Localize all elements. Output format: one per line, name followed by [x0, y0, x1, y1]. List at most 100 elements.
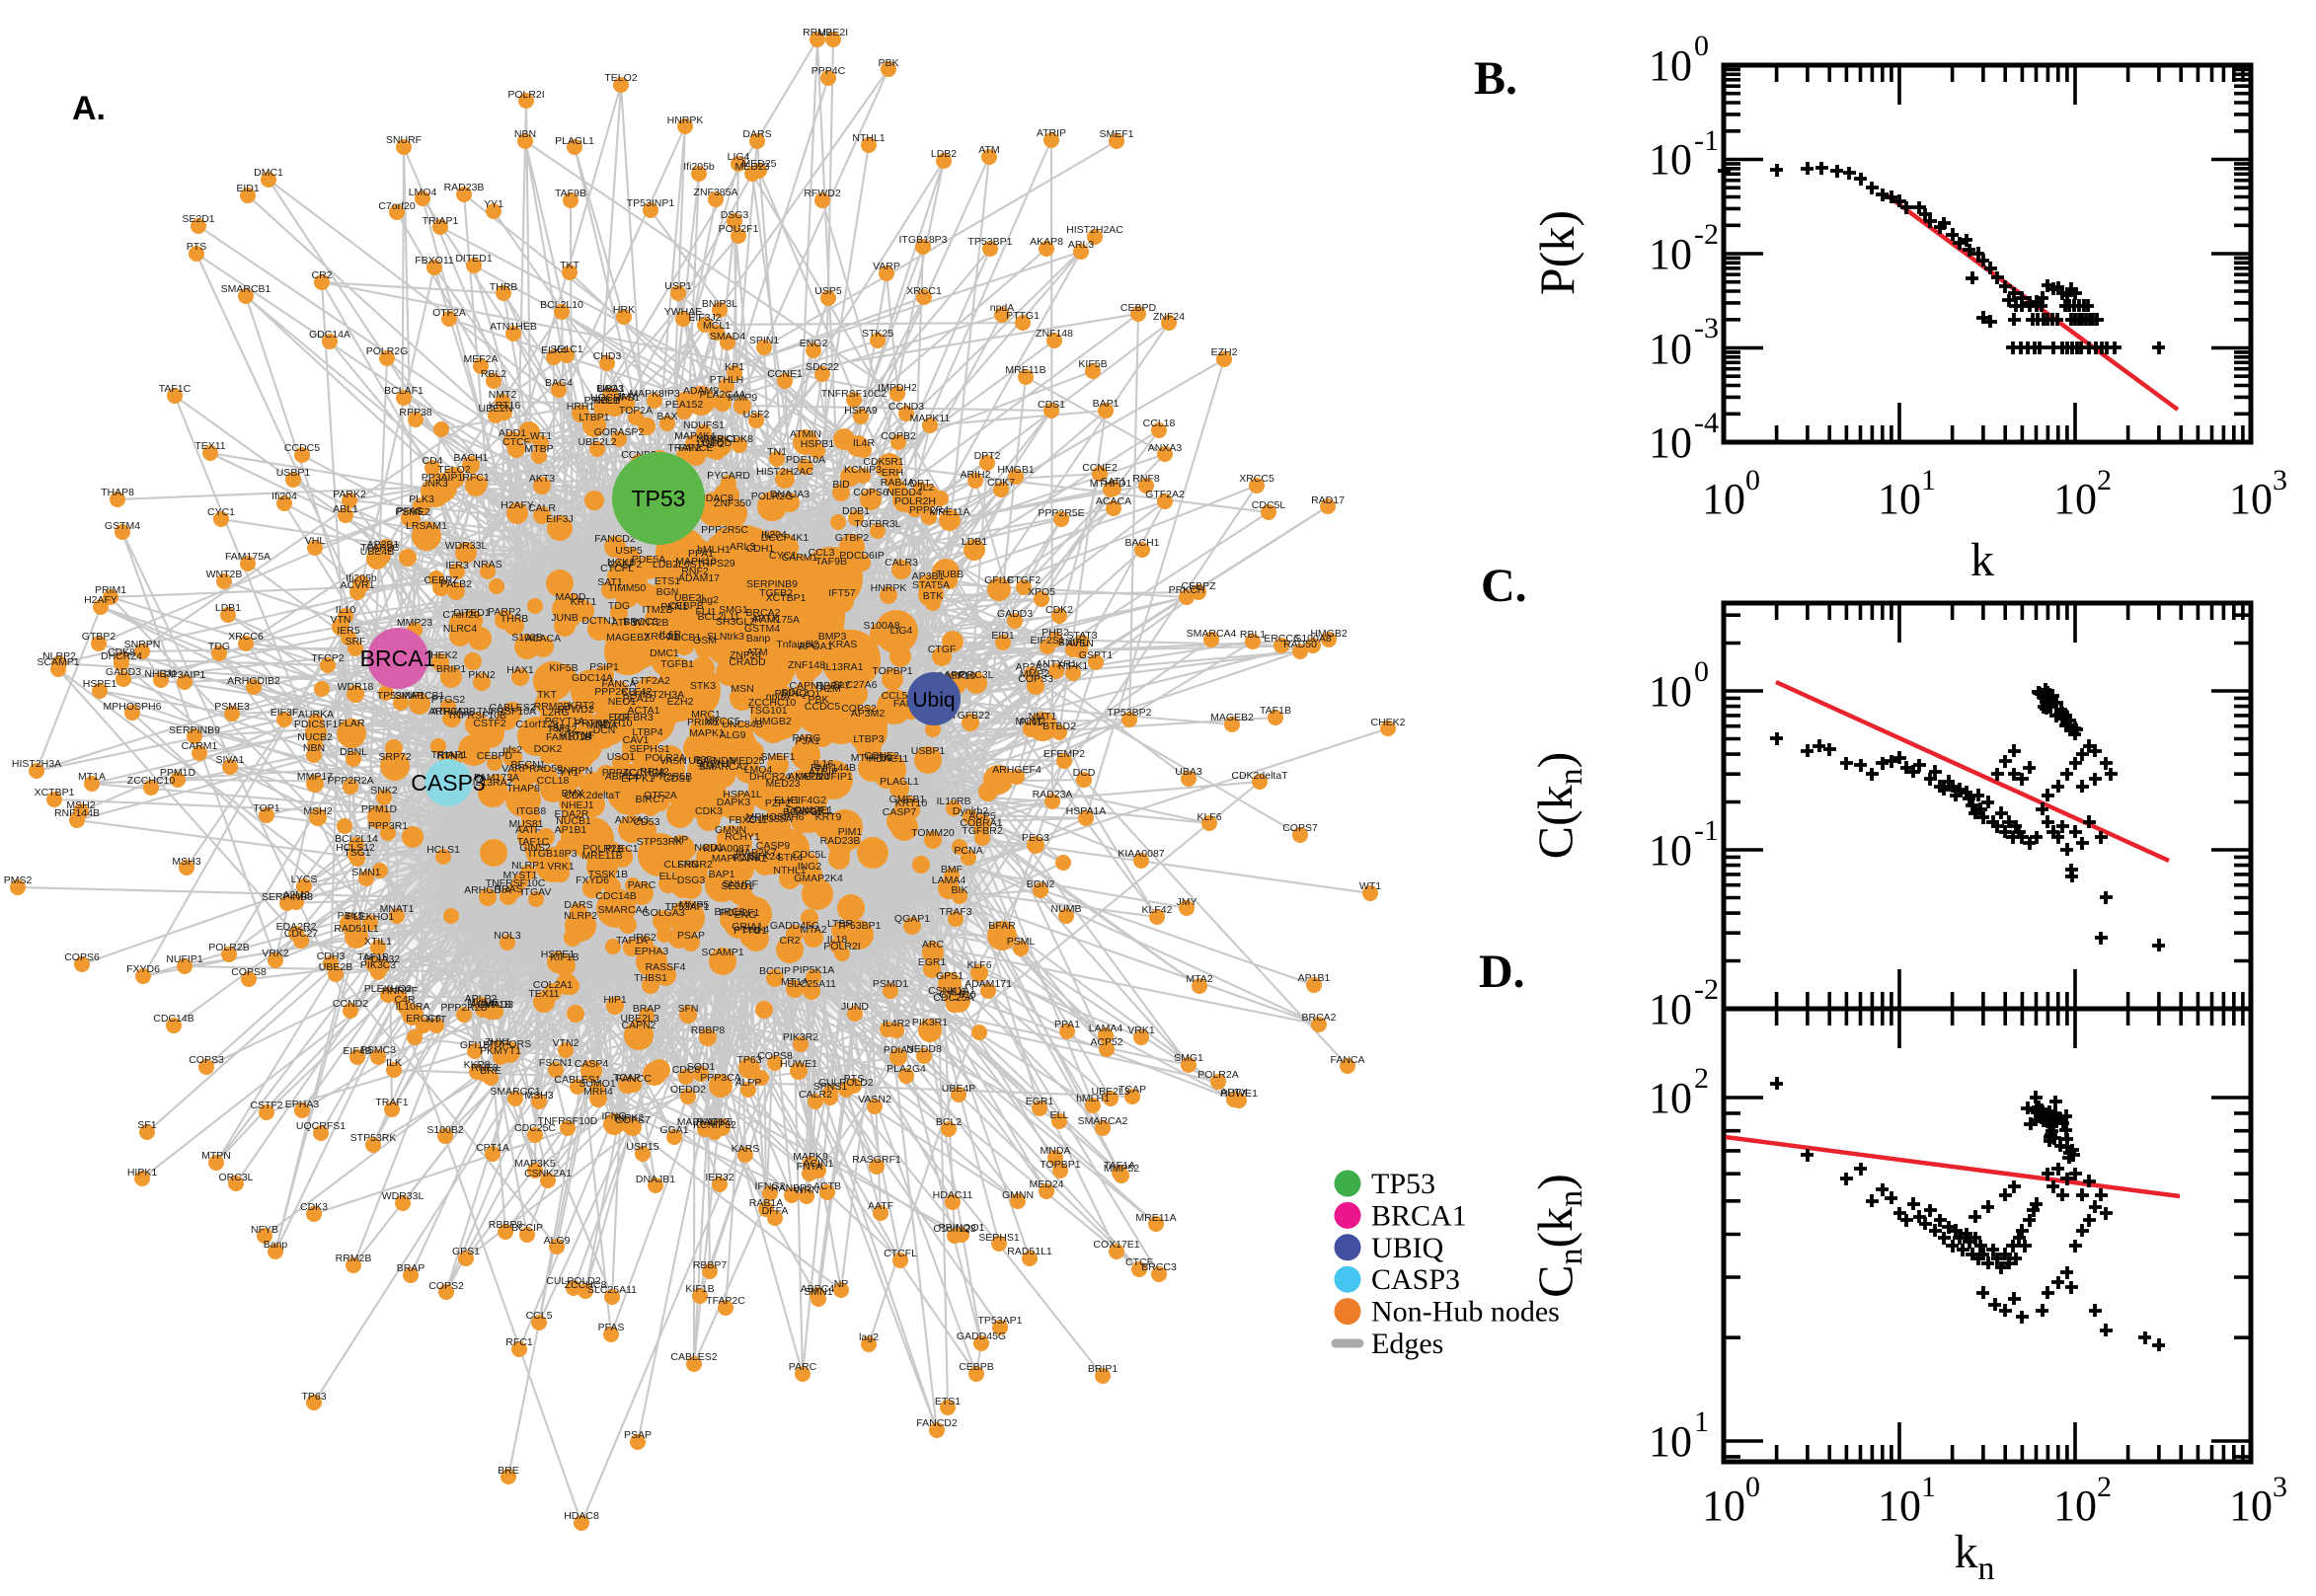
svg-text:Ubiq: Ubiq [912, 689, 955, 712]
svg-text:LDB2: LDB2 [931, 148, 957, 160]
svg-text:FAM175A: FAM175A [225, 551, 270, 563]
svg-text:10: 10 [1649, 1074, 1692, 1122]
svg-text:SMAD4: SMAD4 [710, 331, 745, 342]
svg-text:ANTXR1: ANTXR1 [1036, 658, 1077, 670]
svg-text:ADAM171: ADAM171 [965, 978, 1012, 990]
svg-text:GADD3: GADD3 [106, 666, 141, 678]
svg-text:NEDD8: NEDD8 [906, 1043, 942, 1055]
svg-text:USO1: USO1 [607, 751, 636, 763]
svg-text:GINS2: GINS2 [519, 842, 551, 854]
svg-text:CRADD: CRADD [729, 656, 766, 668]
svg-text:EZH2: EZH2 [667, 696, 694, 708]
svg-text:SUMO1: SUMO1 [579, 1078, 616, 1090]
svg-text:DARS: DARS [742, 128, 771, 140]
svg-text:CTCFL: CTCFL [884, 1248, 917, 1259]
svg-text:PIK3R2: PIK3R2 [783, 1031, 818, 1043]
svg-text:SLNtrk3: SLNtrk3 [707, 631, 744, 643]
svg-text:D.: D. [1479, 946, 1525, 998]
svg-text:PLAGL1: PLAGL1 [880, 776, 919, 788]
svg-text:HIP1: HIP1 [603, 994, 627, 1006]
svg-text:HSPE1: HSPE1 [83, 678, 117, 690]
svg-text:EIF3J: EIF3J [546, 513, 573, 525]
svg-text:MADD: MADD [556, 591, 586, 603]
svg-text:STAT3: STAT3 [1066, 630, 1097, 642]
svg-text:MAPK1: MAPK1 [689, 727, 725, 739]
svg-text:JMY: JMY [1177, 896, 1197, 908]
svg-text:TOPBP1: TOPBP1 [1040, 1159, 1080, 1171]
svg-text:SMARCB1: SMARCB1 [221, 283, 271, 295]
svg-text:VTN2: VTN2 [553, 1037, 579, 1049]
svg-text:AKT3: AKT3 [529, 473, 555, 485]
svg-text:PRKCH: PRKCH [1169, 584, 1205, 596]
svg-text:BRAP: BRAP [397, 1262, 425, 1274]
svg-text:XRCC1: XRCC1 [906, 285, 942, 297]
svg-text:THAP8: THAP8 [101, 487, 134, 498]
svg-text:NTHL1: NTHL1 [852, 132, 885, 144]
svg-text:TELO2: TELO2 [604, 72, 637, 84]
svg-text:TN1: TN1 [767, 446, 787, 458]
svg-text:FBXO11: FBXO11 [415, 255, 454, 266]
svg-text:VRK1: VRK1 [1127, 1025, 1155, 1036]
svg-text:PPA1: PPA1 [1054, 1019, 1080, 1030]
svg-text:FSCN1: FSCN1 [539, 1057, 574, 1069]
svg-text:PKN1: PKN1 [660, 601, 688, 613]
svg-text:ZNF385A: ZNF385A [694, 187, 738, 198]
svg-text:BRCA1: BRCA1 [1371, 1199, 1467, 1232]
svg-text:FNGR2: FNGR2 [677, 859, 713, 871]
svg-text:NUCB2: NUCB2 [297, 731, 333, 743]
svg-text:LYCS: LYCS [291, 874, 318, 885]
svg-text:FXYD6: FXYD6 [126, 963, 160, 975]
svg-text:CASP4: CASP4 [575, 1058, 609, 1070]
svg-text:IL13RA1: IL13RA1 [823, 661, 864, 673]
svg-text:EIF2S1: EIF2S1 [1030, 635, 1064, 646]
svg-text:CDH3: CDH3 [317, 950, 346, 962]
svg-text:BGN2: BGN2 [1027, 878, 1055, 890]
svg-text:DNAJB1: DNAJB1 [636, 1174, 675, 1185]
svg-text:EPHA3: EPHA3 [635, 946, 669, 957]
svg-text:RAD17: RAD17 [1311, 494, 1345, 506]
svg-text:CAPN1: CAPN1 [789, 680, 823, 692]
svg-text:SERPINB9: SERPINB9 [169, 724, 220, 736]
svg-text:EFEMP2: EFEMP2 [1043, 748, 1085, 760]
svg-text:ATRIP: ATRIP [1037, 127, 1066, 139]
svg-text:NBN: NBN [303, 742, 325, 754]
svg-text:COPB2: COPB2 [881, 430, 916, 442]
svg-text:TP53BP1: TP53BP1 [968, 236, 1013, 248]
svg-text:ACTB: ACTB [813, 1180, 841, 1192]
svg-text:ACVR1: ACVR1 [340, 579, 374, 591]
svg-text:KLF6: KLF6 [1197, 811, 1221, 823]
svg-text:PSME3: PSME3 [214, 701, 250, 713]
svg-text:ATM: ATM [978, 144, 999, 156]
svg-text:LDB1: LDB1 [215, 602, 241, 614]
svg-text:BCL2: BCL2 [936, 1116, 962, 1128]
svg-text:Ifi204: Ifi204 [271, 491, 297, 502]
svg-text:EZH2: EZH2 [1211, 346, 1238, 358]
svg-text:HUWE1: HUWE1 [1220, 1088, 1258, 1100]
svg-text:RASSF4: RASSF4 [646, 961, 686, 973]
svg-text:PTHLH: PTHLH [710, 374, 743, 386]
svg-text:CPT1A: CPT1A [476, 1142, 509, 1154]
svg-text:CDK2: CDK2 [1045, 604, 1073, 616]
svg-text:BAG4: BAG4 [545, 377, 573, 389]
svg-text:MSH2: MSH2 [66, 799, 95, 811]
svg-text:PPP2CB: PPP2CB [594, 686, 635, 698]
svg-text:XRCC5: XRCC5 [1239, 473, 1274, 485]
svg-text:STK3: STK3 [690, 680, 716, 692]
svg-text:-2: -2 [1694, 218, 1719, 251]
svg-text:SCAMP1: SCAMP1 [701, 947, 743, 958]
svg-text:CEBPD: CEBPD [1120, 302, 1157, 314]
svg-text:ELL: ELL [1050, 1109, 1069, 1121]
svg-text:10: 10 [1649, 1417, 1692, 1466]
svg-text:TNFRSF10B: TNFRSF10B [447, 710, 506, 722]
svg-text:GTBP2: GTBP2 [82, 631, 116, 643]
svg-text:LTBP1: LTBP1 [579, 412, 609, 423]
svg-text:ACACA: ACACA [1096, 495, 1131, 507]
svg-text:S100B: S100B [511, 632, 543, 644]
svg-text:USBP1: USBP1 [276, 467, 311, 479]
svg-text:C7orf20: C7orf20 [378, 200, 416, 212]
svg-text:IFNG2: IFNG2 [755, 1180, 786, 1192]
svg-text:RBBP7: RBBP7 [693, 1259, 728, 1271]
svg-text:GPS1: GPS1 [452, 1246, 480, 1257]
svg-text:TP63: TP63 [301, 1391, 326, 1403]
svg-text:FBXO11: FBXO11 [729, 814, 768, 826]
